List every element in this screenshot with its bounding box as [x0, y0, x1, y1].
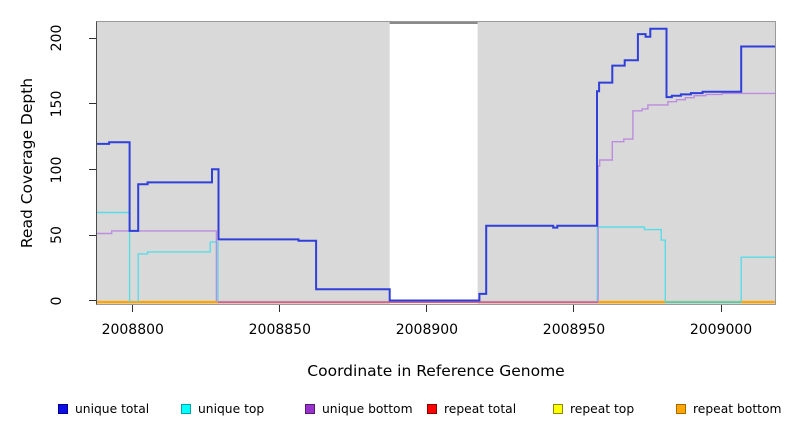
legend-swatch-repeat-bottom-icon — [676, 404, 686, 414]
y-axis-tick — [89, 103, 96, 105]
legend-label-unique-bottom: unique bottom — [322, 402, 413, 416]
x-axis-tick — [426, 305, 428, 312]
y-axis-tick — [89, 300, 96, 302]
x-tick-label: 2008900 — [395, 322, 459, 338]
y-tick-label: 50 — [49, 226, 65, 245]
x-axis-tick — [132, 305, 134, 312]
y-tick-label: 200 — [49, 24, 65, 52]
x-tick-label: 2008850 — [248, 322, 312, 338]
x-tick-label: 2009000 — [689, 322, 753, 338]
y-tick-label: 100 — [49, 156, 65, 183]
legend-swatch-unique-top-icon — [181, 404, 191, 414]
x-axis-title: Coordinate in Reference Genome — [307, 362, 565, 380]
legend-swatch-unique-bottom-icon — [305, 404, 315, 414]
legend: unique total unique top unique bottom repea… — [0, 398, 792, 422]
legend-swatch-unique-total-icon — [58, 404, 68, 414]
legend-swatch-repeat-top-icon — [553, 404, 563, 414]
y-axis-title: Read Coverage Depth — [18, 77, 36, 249]
plot-area — [96, 21, 776, 305]
x-tick-label: 2008950 — [542, 322, 606, 338]
legend-label-unique-total: unique total — [75, 402, 150, 416]
legend-label-repeat-bottom: repeat bottom — [693, 402, 782, 416]
legend-swatch-repeat-total-icon — [427, 404, 437, 414]
y-tick-label: 0 — [49, 296, 65, 306]
y-axis-tick — [89, 169, 96, 171]
legend-label-unique-top: unique top — [198, 402, 265, 416]
x-axis-tick — [573, 305, 575, 312]
y-axis-tick — [89, 234, 96, 236]
y-axis-tick — [89, 37, 96, 39]
x-tick-label: 2008800 — [101, 322, 164, 338]
legend-label-repeat-top: repeat top — [570, 402, 635, 416]
legend-label-repeat-total: repeat total — [444, 402, 517, 416]
x-axis-tick — [720, 305, 722, 312]
series-unique-bottom — [97, 92, 775, 303]
plot-canvas — [97, 22, 775, 304]
coverage-gap-band — [389, 22, 478, 304]
series-unique-total — [97, 27, 775, 302]
x-axis-tick — [279, 305, 281, 312]
y-tick-label: 150 — [49, 90, 65, 118]
